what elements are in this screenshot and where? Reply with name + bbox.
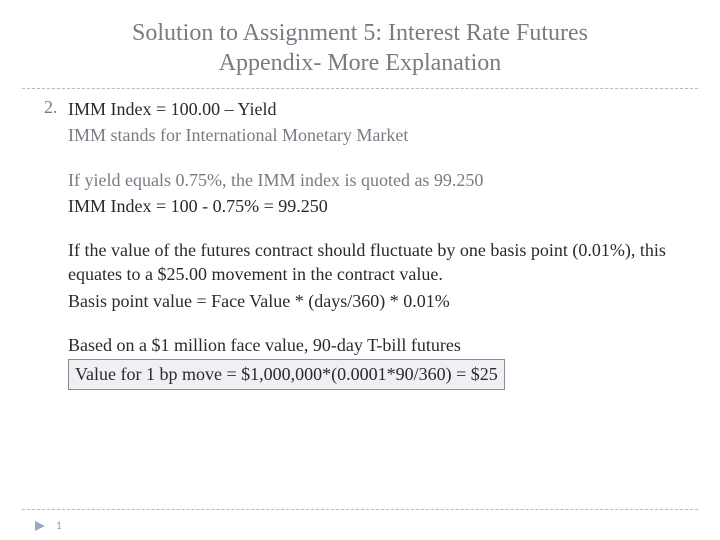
- title-divider: [22, 88, 698, 89]
- text-basis-point-explain: If the value of the futures contract sho…: [68, 238, 676, 287]
- page-number: 1: [56, 519, 62, 532]
- text-bp-move-result: Value for 1 bp move = $1,000,000*(0.0001…: [68, 359, 676, 389]
- slide-title: Solution to Assignment 5: Interest Rate …: [0, 0, 720, 84]
- footer-divider: [22, 509, 698, 510]
- text-yield-example: If yield equals 0.75%, the IMM index is …: [68, 168, 676, 192]
- title-line-1: Solution to Assignment 5: Interest Rate …: [132, 20, 588, 46]
- title-line-2: Appendix- More Explanation: [219, 50, 502, 76]
- slide-footer: 1: [34, 519, 62, 532]
- play-triangle-icon: [34, 520, 46, 532]
- slide-body: 2. IMM Index = 100.00 – Yield IMM stands…: [0, 97, 720, 392]
- text-bpv-formula: Basis point value = Face Value * (days/3…: [68, 289, 676, 313]
- text-face-value-assumption: Based on a $1 million face value, 90-day…: [68, 333, 676, 357]
- highlighted-result-box: Value for 1 bp move = $1,000,000*(0.0001…: [68, 359, 505, 389]
- text-imm-definition: IMM stands for International Monetary Ma…: [68, 123, 676, 147]
- text-imm-calc: IMM Index = 100 - 0.75% = 99.250: [68, 194, 676, 218]
- list-body: IMM Index = 100.00 – Yield IMM stands fo…: [68, 97, 676, 392]
- text-imm-index-formula: IMM Index = 100.00 – Yield: [68, 97, 676, 121]
- list-number: 2.: [44, 97, 68, 392]
- list-item-2: 2. IMM Index = 100.00 – Yield IMM stands…: [44, 97, 676, 392]
